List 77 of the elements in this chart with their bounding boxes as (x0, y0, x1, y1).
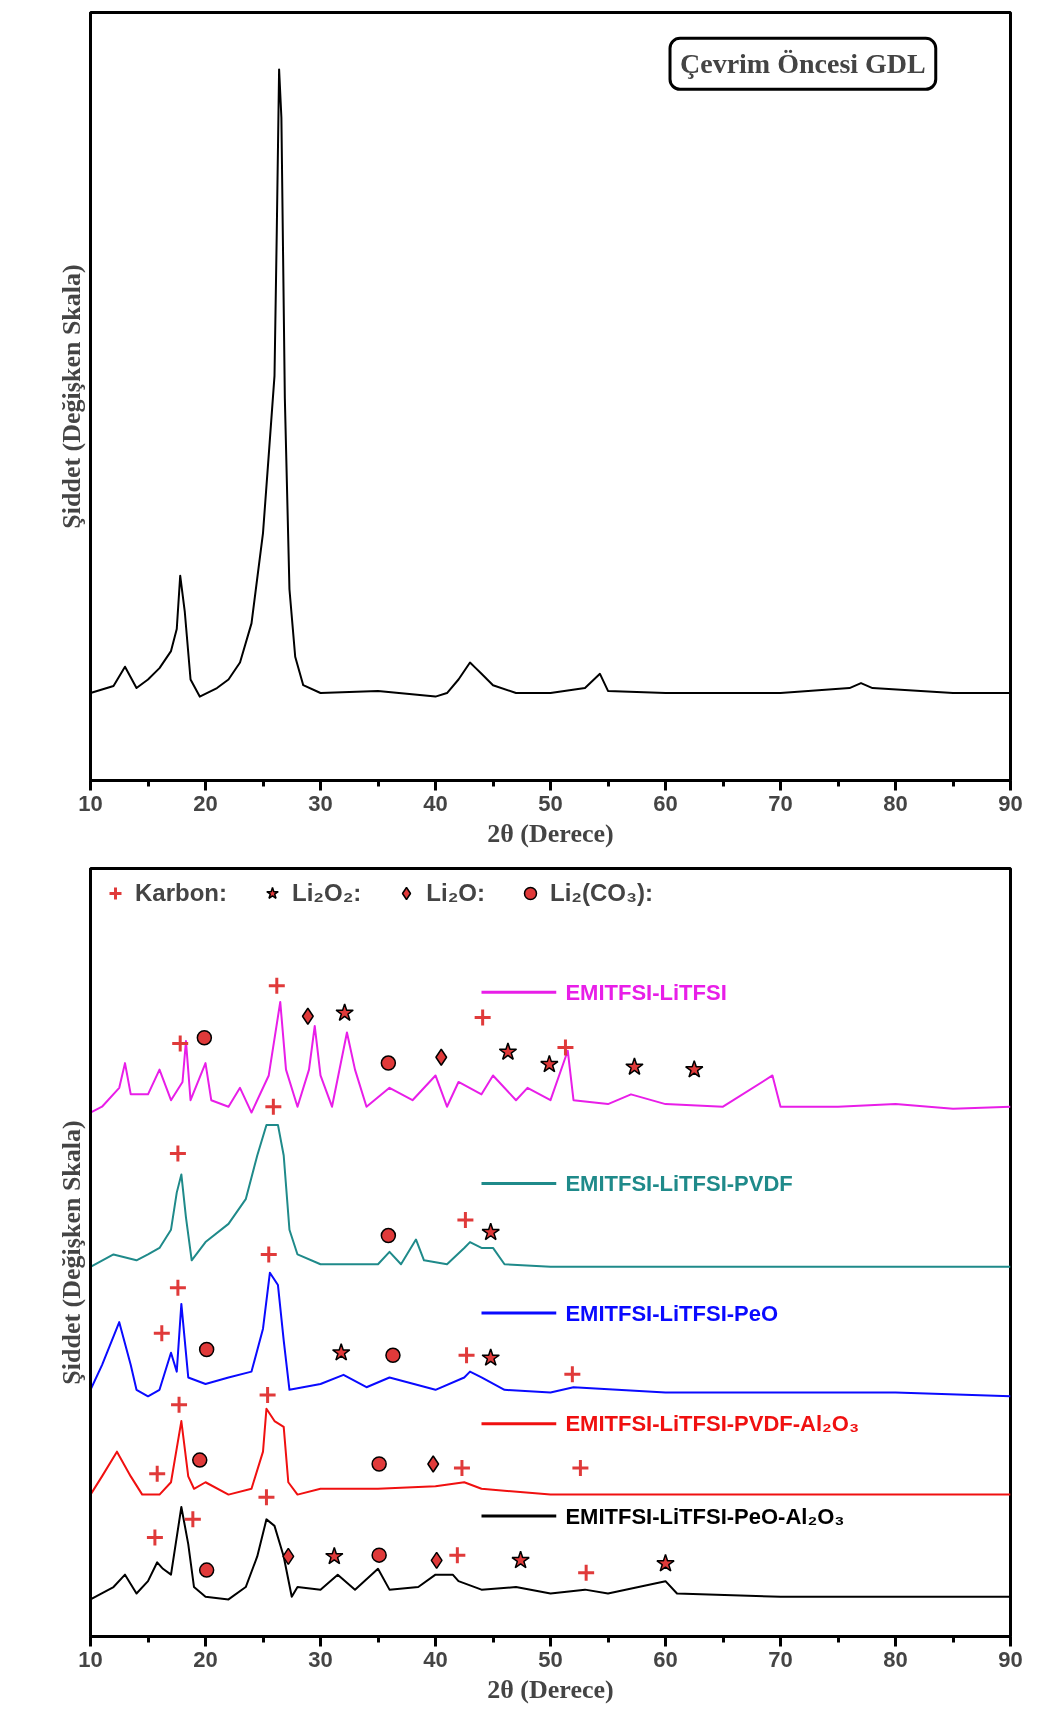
point (481, 1222, 501, 1241)
point (147, 1464, 167, 1484)
point (473, 1008, 493, 1028)
x-tick-label: 70 (768, 1646, 793, 1672)
point (371, 1456, 387, 1472)
point (457, 1345, 477, 1365)
point (511, 1550, 530, 1569)
x-tick-label: 60 (653, 1646, 678, 1672)
point (168, 1278, 188, 1298)
point (170, 1034, 190, 1054)
point (498, 1042, 518, 1061)
x-tick-label: 70 (768, 790, 793, 816)
point (555, 1037, 575, 1057)
point (335, 1003, 354, 1022)
point (570, 1458, 590, 1478)
x-tick-label: 80 (883, 1646, 908, 1672)
legend-label: Karbon: (135, 879, 227, 907)
x-tick-label: 50 (538, 1646, 563, 1672)
y-axis-title: Şiddet (Değişken Skala) (56, 1120, 86, 1385)
x-tick-label: 90 (998, 1646, 1023, 1672)
x-tick-label: 40 (423, 790, 448, 816)
point (540, 1054, 559, 1073)
point (169, 1395, 189, 1415)
point (427, 1455, 440, 1473)
x-tick-label: 40 (423, 1646, 448, 1672)
point (168, 1144, 188, 1164)
point (183, 1509, 203, 1529)
point (267, 976, 287, 996)
point (331, 1342, 351, 1361)
x-tick-label: 10 (78, 790, 103, 816)
point (259, 1244, 279, 1264)
x-tick-label: 10 (78, 1646, 103, 1672)
legend-label: EMITFSI-LiTFSI-PVDF (565, 1171, 793, 1197)
point (562, 1364, 582, 1384)
point (385, 1347, 401, 1364)
x-tick-label: 60 (653, 790, 678, 816)
point (371, 1547, 387, 1563)
legend-label: EMITFSI-LiTFSI (565, 979, 727, 1005)
point (684, 1059, 704, 1078)
legend-label: EMITFSI-LiTFSI-PeO-Al₂O₃ (565, 1503, 845, 1529)
point (625, 1057, 644, 1076)
point (258, 1385, 278, 1405)
point (198, 1562, 215, 1578)
point (196, 1029, 213, 1046)
point (452, 1458, 472, 1478)
point (447, 1545, 467, 1565)
x-tick-label: 30 (308, 1646, 333, 1672)
point (145, 1528, 165, 1548)
legend-label: Li₂O₂: (292, 879, 362, 907)
point (380, 1055, 397, 1071)
point (263, 1097, 283, 1117)
legend-label: EMITFSI-LiTFSI-PVDF-Al₂O₃ (565, 1411, 860, 1437)
y-axis-title: Şiddet (Değişken Skala) (56, 264, 86, 529)
x-axis-title: 2θ (Derece) (487, 818, 614, 848)
point (481, 1348, 501, 1366)
legend-label: EMITFSI-LiTFSI-PeO (565, 1300, 779, 1326)
x-tick-label: 30 (308, 790, 333, 816)
x-tick-label: 50 (538, 790, 563, 816)
x-tick-label: 90 (998, 790, 1023, 816)
point (256, 1487, 276, 1507)
point (324, 1546, 344, 1565)
x-tick-label: 20 (193, 790, 218, 816)
point (656, 1553, 675, 1572)
point (435, 1048, 448, 1066)
point (152, 1323, 172, 1343)
point (301, 1007, 314, 1025)
point (455, 1210, 475, 1230)
legend-label: Li₂(CO₃): (549, 879, 654, 907)
point (576, 1563, 596, 1583)
x-axis-title: 2θ (Derece) (487, 1674, 614, 1704)
x-tick-label: 20 (193, 1646, 218, 1672)
annotation: Çevrim Öncesi GDL (680, 48, 926, 80)
point (380, 1227, 397, 1244)
legend-label: Li₂O: (426, 879, 485, 907)
x-tick-label: 80 (883, 790, 908, 816)
point (192, 1452, 208, 1468)
point (198, 1341, 215, 1358)
